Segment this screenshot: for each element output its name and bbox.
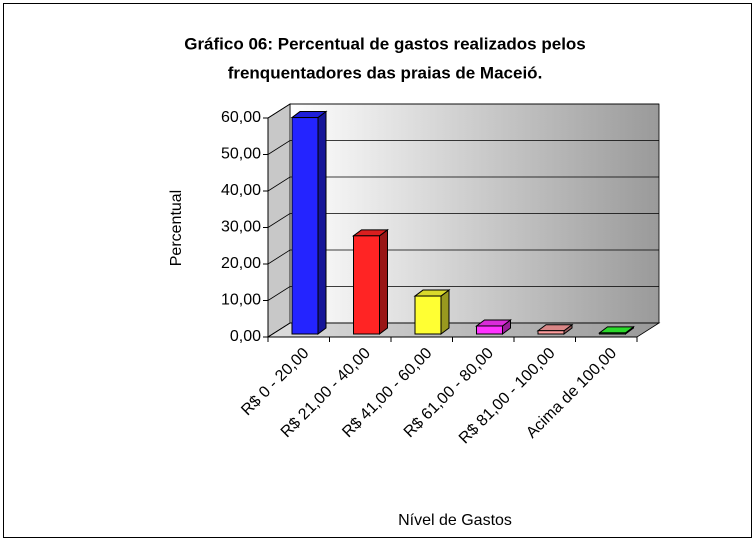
chart-title: frenquentadores das praias de Maceió. <box>228 63 543 82</box>
bar <box>476 325 503 335</box>
bar <box>291 117 319 335</box>
grid-line <box>267 140 659 155</box>
bar <box>537 330 565 335</box>
y-tick-label: 10,00 <box>221 292 261 309</box>
chart-title: Gráfico 06: Percentual de gastos realiza… <box>184 34 586 53</box>
y-axis-label: Percentual <box>168 190 185 267</box>
grid-line <box>267 286 659 301</box>
bar-side <box>440 289 450 335</box>
y-tick-label: 60,00 <box>221 109 261 126</box>
bar-side <box>379 228 388 335</box>
grid-line <box>267 249 659 265</box>
bar <box>353 235 380 335</box>
y-tick-label: 0,00 <box>230 328 261 345</box>
grid-line <box>267 103 659 119</box>
x-axis-label: Nível de Gastos <box>398 512 512 529</box>
y-tick-label: 50,00 <box>221 146 261 163</box>
bar <box>414 295 442 335</box>
y-tick-label: 30,00 <box>221 219 261 236</box>
y-tick-label: 40,00 <box>221 182 261 199</box>
grid-line <box>267 213 659 228</box>
bar <box>599 332 626 335</box>
y-tick-label: 20,00 <box>221 255 261 272</box>
grid-line <box>267 322 659 338</box>
bar-side <box>317 110 327 335</box>
floor <box>266 322 661 338</box>
grid-line <box>267 176 659 192</box>
